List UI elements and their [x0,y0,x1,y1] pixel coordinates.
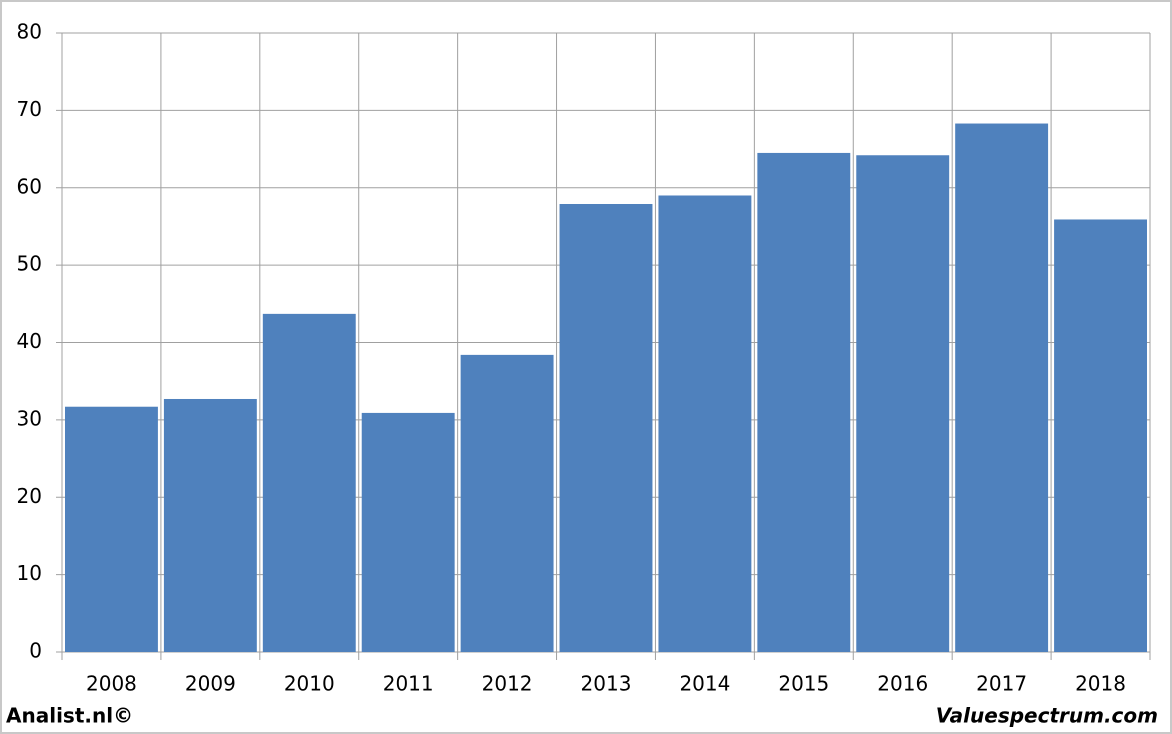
bar [559,203,653,652]
bar [163,398,257,652]
bar [757,152,851,652]
y-tick-label: 80 [17,20,42,44]
x-tick-label: 2014 [679,672,730,696]
y-tick-label: 30 [17,406,42,430]
x-tick-label: 2016 [877,672,928,696]
bar [65,406,158,652]
x-tick-label: 2010 [284,672,335,696]
y-tick-label: 40 [17,329,42,353]
x-tick-label: 2009 [185,672,236,696]
y-tick-label: 70 [17,97,42,121]
y-tick-label: 60 [17,174,42,198]
bar [856,155,950,652]
y-tick-label: 50 [17,252,42,276]
source-left: Analist.nl© [6,704,133,728]
x-tick-label: 2018 [1075,672,1126,696]
x-tick-label: 2008 [86,672,137,696]
bar [955,123,1049,652]
x-tick-label: 2015 [778,672,829,696]
bar [262,313,356,652]
y-tick-label: 20 [17,484,42,508]
source-right: Valuespectrum.com [936,704,1158,728]
bar [460,354,554,652]
bar [361,412,455,652]
bar [658,195,752,653]
x-tick-label: 2011 [383,672,434,696]
x-tick-label: 2013 [581,672,632,696]
bar [1054,219,1147,652]
y-tick-label: 0 [29,639,42,663]
x-tick-label: 2017 [976,672,1027,696]
x-tick-label: 2012 [482,672,533,696]
y-tick-label: 10 [17,561,42,585]
